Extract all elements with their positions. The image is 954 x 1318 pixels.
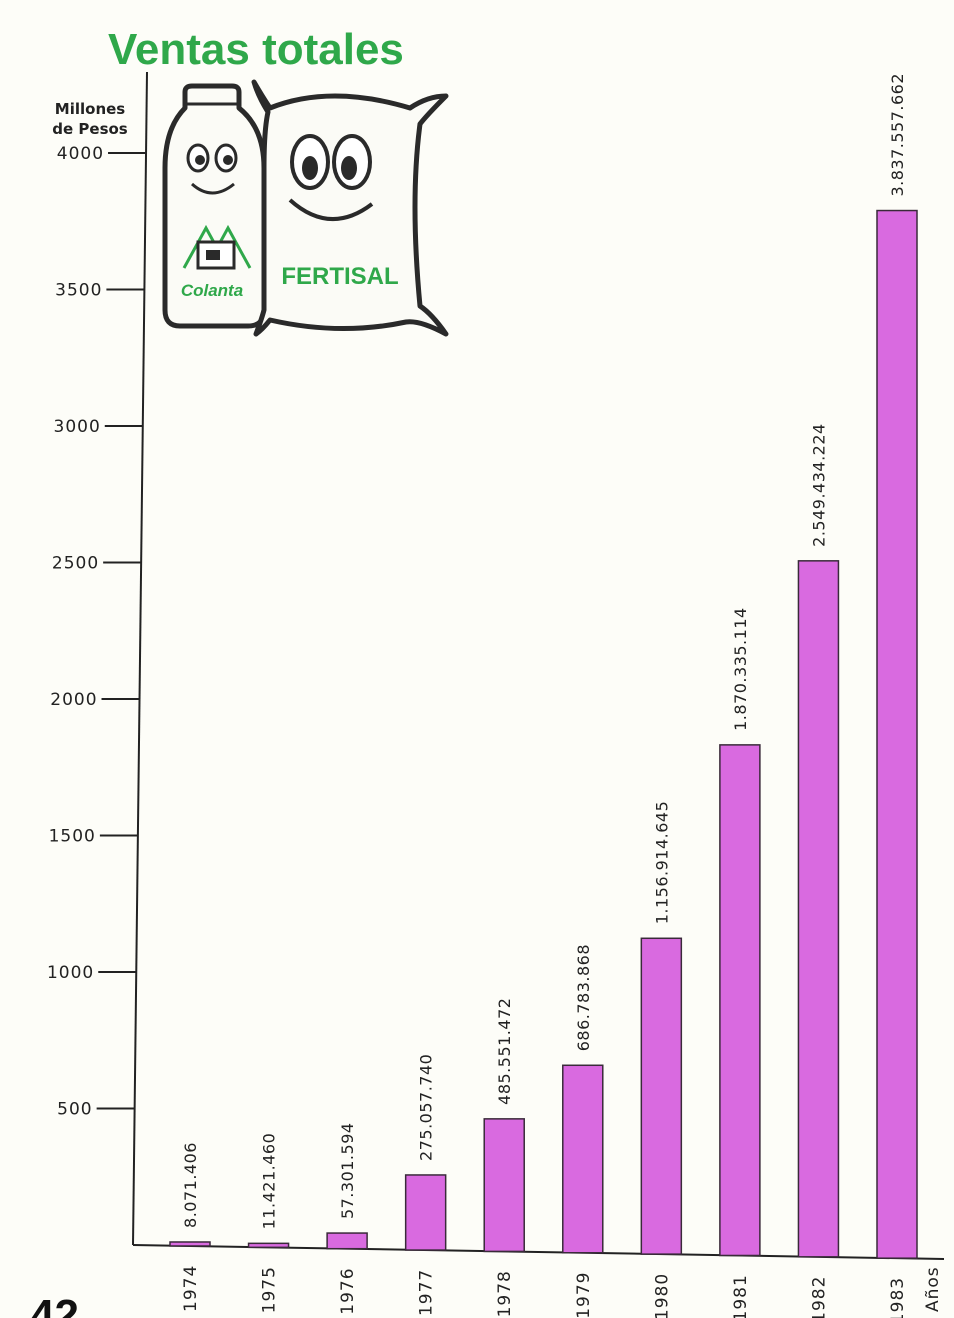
bar-1981 bbox=[719, 744, 761, 1257]
data-label-1978: 485.551.472 bbox=[495, 998, 514, 1105]
page-number: 42 bbox=[30, 1291, 79, 1318]
y-tick-label: 3000 bbox=[54, 417, 101, 437]
x-tick-label-1975: 1975 bbox=[260, 1266, 280, 1313]
bar-1979 bbox=[562, 1064, 604, 1254]
milk-bottle-mascot-illustration: Colanta bbox=[162, 83, 267, 329]
bars bbox=[169, 209, 918, 1259]
x-tick-label-1977: 1977 bbox=[417, 1269, 437, 1316]
y-tick-label: 1000 bbox=[47, 963, 94, 983]
colanta-logo-text: Colanta bbox=[181, 281, 243, 300]
data-labels: 8.071.406 11.421.460 57.301.594 275.057.740… bbox=[181, 73, 907, 1229]
bar-1980 bbox=[640, 937, 683, 1255]
y-tick-label: 2500 bbox=[52, 554, 99, 574]
bar-1983 bbox=[876, 209, 918, 1259]
y-axis-line bbox=[132, 71, 148, 1246]
y-tick-label: 1500 bbox=[49, 827, 96, 847]
fertilizer-sack-mascot-illustration: FERTISAL bbox=[251, 79, 449, 337]
x-tick-label-1978: 1978 bbox=[495, 1270, 515, 1317]
data-label-1976: 57.301.594 bbox=[338, 1122, 357, 1219]
data-label-1974: 8.071.406 bbox=[181, 1142, 200, 1228]
y-axis-label-line2: de Pesos bbox=[52, 120, 128, 138]
bar-1974 bbox=[169, 1241, 211, 1247]
bar-1975 bbox=[247, 1242, 290, 1249]
y-axis-label-line1: Millones bbox=[55, 100, 126, 118]
bar-1977 bbox=[404, 1174, 447, 1251]
bar-1976 bbox=[326, 1232, 368, 1250]
data-label-1983: 3.837.557.662 bbox=[888, 73, 907, 197]
bar-1978 bbox=[483, 1118, 525, 1253]
data-label-1979: 686.783.868 bbox=[574, 944, 593, 1051]
x-tick-label-1982: 1982 bbox=[809, 1276, 829, 1318]
x-axis-label: Años bbox=[923, 1266, 943, 1312]
fertisal-logo-text: FERTISAL bbox=[281, 263, 398, 290]
x-tick-label-1981: 1981 bbox=[731, 1274, 751, 1318]
y-tick-label: 2000 bbox=[50, 690, 97, 710]
bar-1982 bbox=[797, 560, 840, 1258]
data-label-1982: 2.549.434.224 bbox=[809, 423, 828, 547]
y-tick-label: 3500 bbox=[55, 281, 102, 301]
x-tick-label-1979: 1979 bbox=[574, 1271, 594, 1318]
y-ticks: 500 1000 1500 2000 2500 3000 3500 4000 bbox=[47, 144, 147, 1120]
y-tick-label: 4000 bbox=[57, 144, 104, 164]
x-tick-label-1976: 1976 bbox=[338, 1267, 358, 1314]
x-tick-labels: 1974 1975 1976 1977 1978 1979 1980 1981 1982 1983 bbox=[181, 1265, 908, 1318]
data-label-1977: 275.057.740 bbox=[417, 1054, 436, 1161]
x-tick-label-1983: 1983 bbox=[888, 1277, 908, 1318]
x-tick-label-1980: 1980 bbox=[652, 1273, 672, 1318]
y-tick-label: 500 bbox=[57, 1100, 92, 1120]
data-label-1975: 11.421.460 bbox=[260, 1133, 279, 1230]
x-tick-label-1974: 1974 bbox=[181, 1265, 201, 1312]
data-label-1981: 1.870.335.114 bbox=[731, 607, 750, 731]
data-label-1980: 1.156.914.645 bbox=[652, 801, 671, 925]
chart-title: Ventas totales bbox=[108, 25, 404, 74]
